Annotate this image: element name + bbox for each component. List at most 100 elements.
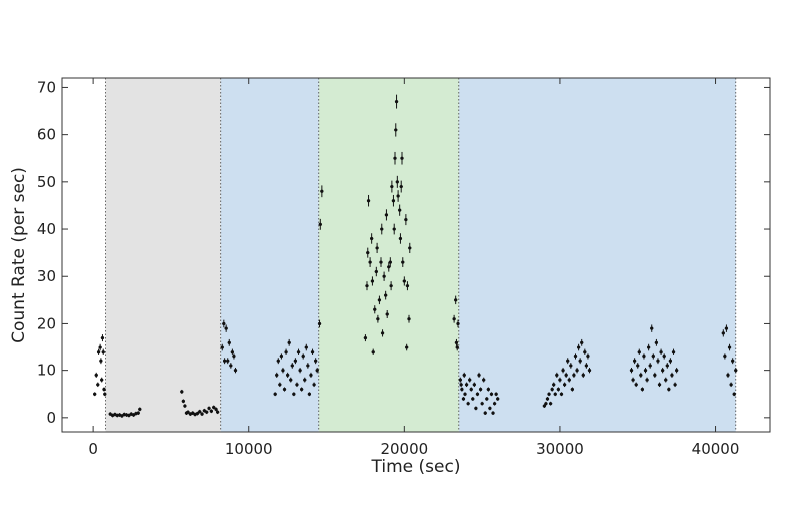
- x-tick-label: 40000: [692, 440, 740, 458]
- point-marker: [300, 387, 304, 392]
- point-marker: [587, 369, 592, 373]
- data-point: [312, 382, 316, 388]
- data-point: [290, 363, 294, 369]
- point-marker: [373, 307, 377, 311]
- data-point: [103, 392, 107, 397]
- data-point: [226, 358, 230, 365]
- y-axis-ticks: 0 10 20 30 40 50 60 70: [37, 78, 770, 427]
- point-marker: [363, 336, 368, 340]
- data-point: [382, 271, 386, 281]
- point-marker: [570, 387, 574, 392]
- data-point: [224, 324, 228, 332]
- point-marker: [643, 369, 648, 373]
- data-point: [407, 314, 411, 323]
- data-point: [482, 377, 486, 383]
- data-point: [667, 387, 671, 392]
- data-point: [577, 343, 581, 351]
- data-point: [468, 377, 472, 383]
- data-point: [478, 387, 483, 392]
- point-marker: [108, 412, 112, 416]
- point-marker: [273, 392, 277, 396]
- data-point: [101, 348, 105, 355]
- point-marker: [637, 350, 641, 354]
- point-marker: [463, 392, 467, 396]
- data-point: [99, 358, 103, 365]
- data-point: [480, 401, 484, 406]
- data-point: [580, 338, 584, 346]
- data-point: [365, 281, 369, 291]
- point-marker: [575, 369, 579, 373]
- data-point: [401, 257, 405, 267]
- point-marker: [492, 402, 497, 406]
- point-marker: [295, 383, 299, 387]
- data-point: [216, 410, 220, 415]
- data-point: [404, 214, 408, 226]
- point-marker: [371, 350, 375, 354]
- point-marker: [395, 180, 399, 184]
- point-marker: [380, 227, 384, 231]
- point-marker: [222, 321, 226, 326]
- point-marker: [723, 354, 727, 359]
- point-marker: [320, 189, 324, 193]
- data-point: [486, 387, 490, 392]
- point-marker: [214, 407, 218, 411]
- point-marker: [296, 350, 301, 354]
- point-marker: [488, 406, 492, 410]
- data-point: [494, 392, 498, 397]
- data-point: [405, 343, 409, 351]
- data-point: [559, 392, 564, 397]
- point-marker: [366, 199, 371, 203]
- point-marker: [475, 392, 480, 396]
- point-marker: [569, 364, 573, 368]
- point-marker: [310, 350, 315, 354]
- point-marker: [384, 213, 389, 217]
- point-marker: [198, 410, 202, 414]
- data-point: [548, 401, 553, 406]
- point-marker: [93, 392, 97, 396]
- data-point: [371, 348, 375, 355]
- data-point: [400, 151, 404, 165]
- data-point: [584, 363, 588, 369]
- data-point: [394, 94, 399, 109]
- point-marker: [195, 411, 199, 416]
- data-point: [661, 367, 665, 374]
- point-marker: [216, 410, 220, 414]
- point-marker: [391, 199, 396, 203]
- point-marker: [368, 260, 372, 264]
- point-marker: [544, 402, 548, 406]
- point-marker: [459, 383, 463, 387]
- data-point: [399, 180, 403, 193]
- point-marker: [394, 100, 399, 104]
- point-marker: [405, 284, 410, 288]
- data-point: [209, 409, 213, 414]
- shaded-region: [318, 78, 459, 432]
- point-marker: [673, 383, 677, 387]
- data-point: [452, 314, 456, 323]
- point-marker: [278, 383, 282, 387]
- data-point: [100, 377, 104, 383]
- data-point: [643, 367, 648, 374]
- point-marker: [474, 406, 478, 410]
- point-marker: [726, 373, 730, 377]
- data-point: [460, 387, 464, 392]
- point-marker: [382, 274, 386, 278]
- data-point: [96, 348, 101, 355]
- point-marker: [293, 359, 298, 363]
- data-point: [310, 348, 315, 355]
- point-marker: [661, 369, 665, 373]
- data-point: [366, 194, 371, 207]
- point-marker: [573, 354, 578, 359]
- point-marker: [388, 260, 392, 264]
- point-marker: [734, 369, 738, 373]
- data-point: [375, 242, 379, 254]
- point-marker: [131, 413, 136, 417]
- data-point: [550, 387, 554, 392]
- point-marker: [471, 397, 475, 401]
- data-point: [396, 190, 400, 202]
- data-point: [727, 343, 732, 351]
- point-marker: [315, 369, 319, 373]
- data-point: [370, 276, 375, 286]
- point-marker: [472, 383, 476, 387]
- data-point: [306, 363, 310, 369]
- point-marker: [547, 392, 551, 396]
